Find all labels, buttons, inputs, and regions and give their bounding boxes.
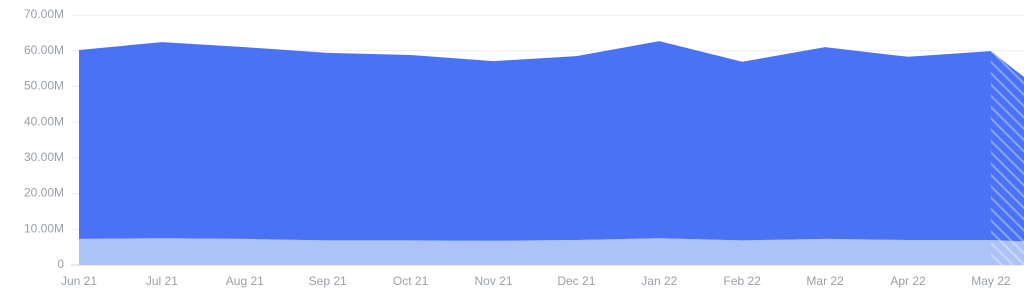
x-tick-label: Oct 21: [393, 274, 429, 288]
x-tick-label: Jul 21: [146, 274, 178, 288]
x-tick-label: Nov 21: [474, 274, 512, 288]
x-tick-label: Jan 22: [641, 274, 677, 288]
x-tick-label: Sep 21: [309, 274, 347, 288]
y-tick-label: 50.00M: [24, 79, 64, 93]
area: [79, 238, 1024, 265]
y-tick-label: 0: [57, 257, 64, 271]
projection-hatch: [990, 41, 1024, 265]
x-tick-label: Jun 21: [61, 274, 97, 288]
area: [79, 41, 1024, 242]
y-tick-label: 40.00M: [24, 114, 64, 128]
y-tick-label: 10.00M: [24, 221, 64, 235]
y-tick-label: 70.00M: [24, 7, 64, 21]
x-tick-label: Feb 22: [724, 274, 762, 288]
y-tick-label: 20.00M: [24, 186, 64, 200]
x-tick-label: Aug 21: [226, 274, 264, 288]
y-tick-label: 60.00M: [24, 43, 64, 57]
y-tick-label: 30.00M: [24, 150, 64, 164]
x-tick-label: Mar 22: [806, 274, 844, 288]
x-tick-label: May 22: [971, 274, 1011, 288]
x-tick-label: Apr 22: [890, 274, 926, 288]
x-tick-label: Dec 21: [557, 274, 595, 288]
